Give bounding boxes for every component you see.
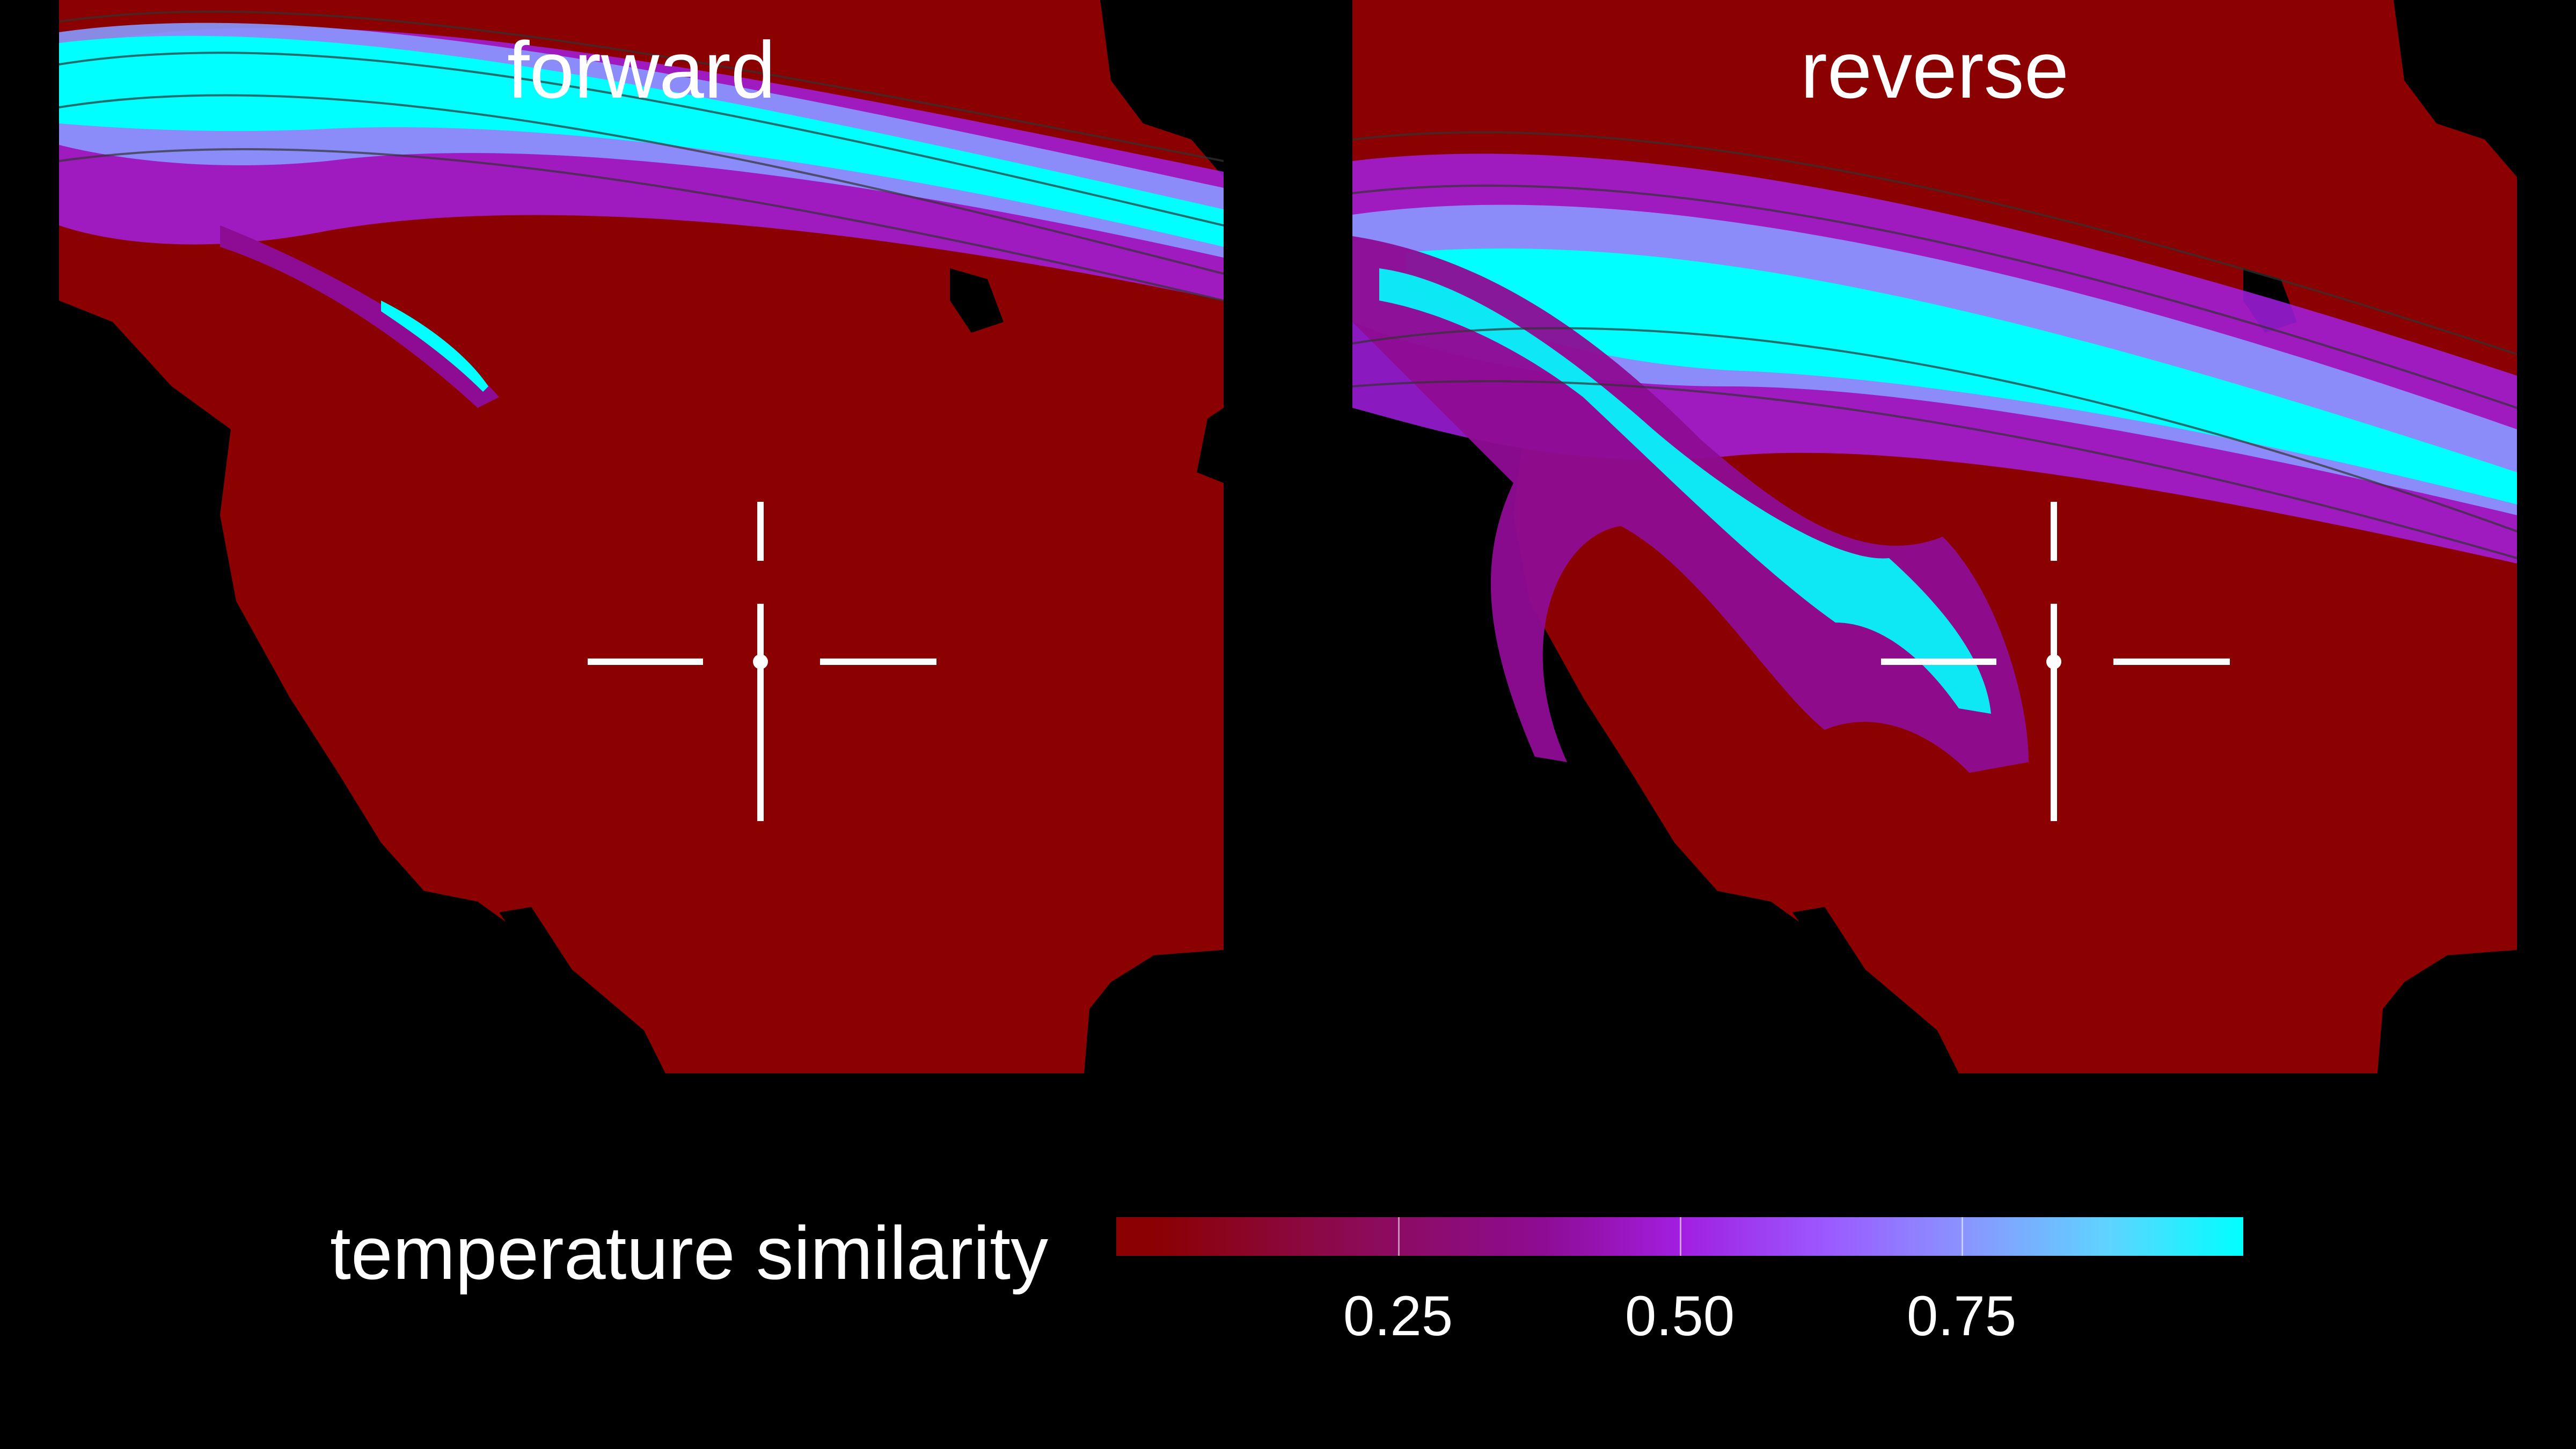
lake-forward-1 [1100, 0, 1224, 177]
colorbar-tick-label: 0.50 [1624, 1285, 1735, 1348]
map-panel-reverse: reverse [1352, 0, 2517, 1079]
lake-forward-2 [950, 268, 1004, 333]
colorbar-tick-mark [1398, 1217, 1400, 1256]
colorbar-tick-label: 0.75 [1906, 1285, 2017, 1348]
contours-forward [59, 10, 1224, 302]
forward-map [59, 0, 1224, 1073]
contours-reverse [1352, 131, 2517, 559]
panel-title-forward: forward [507, 25, 776, 115]
map-panel-forward: forward [59, 0, 1224, 1079]
band-reverse-west [1352, 236, 2029, 773]
colorbar [1116, 1217, 2243, 1256]
gulf-reverse [1792, 907, 1894, 1020]
colorbar-tick-label: 0.25 [1343, 1285, 1453, 1348]
land-forward [59, 0, 1224, 1073]
band-forward-cascade [220, 225, 499, 408]
band-forward-core [59, 35, 1224, 247]
lake-reverse-1 [2394, 0, 2517, 177]
colorbar-label: temperature similarity [330, 1211, 1049, 1295]
colorbar-tick-mark [1962, 1217, 1963, 1256]
target-crosshair-reverse [1881, 502, 2230, 821]
reverse-map [1352, 0, 2517, 1073]
colorbar-tick-mark [1680, 1217, 1681, 1256]
gulf-forward [499, 907, 601, 1020]
panel-title-reverse: reverse [1800, 25, 2069, 115]
band-reverse-west-hi [1379, 268, 1991, 714]
band-forward-cascade-hi [381, 301, 488, 392]
target-crosshair-forward [588, 502, 936, 821]
lake-forward-3 [1197, 408, 1224, 483]
